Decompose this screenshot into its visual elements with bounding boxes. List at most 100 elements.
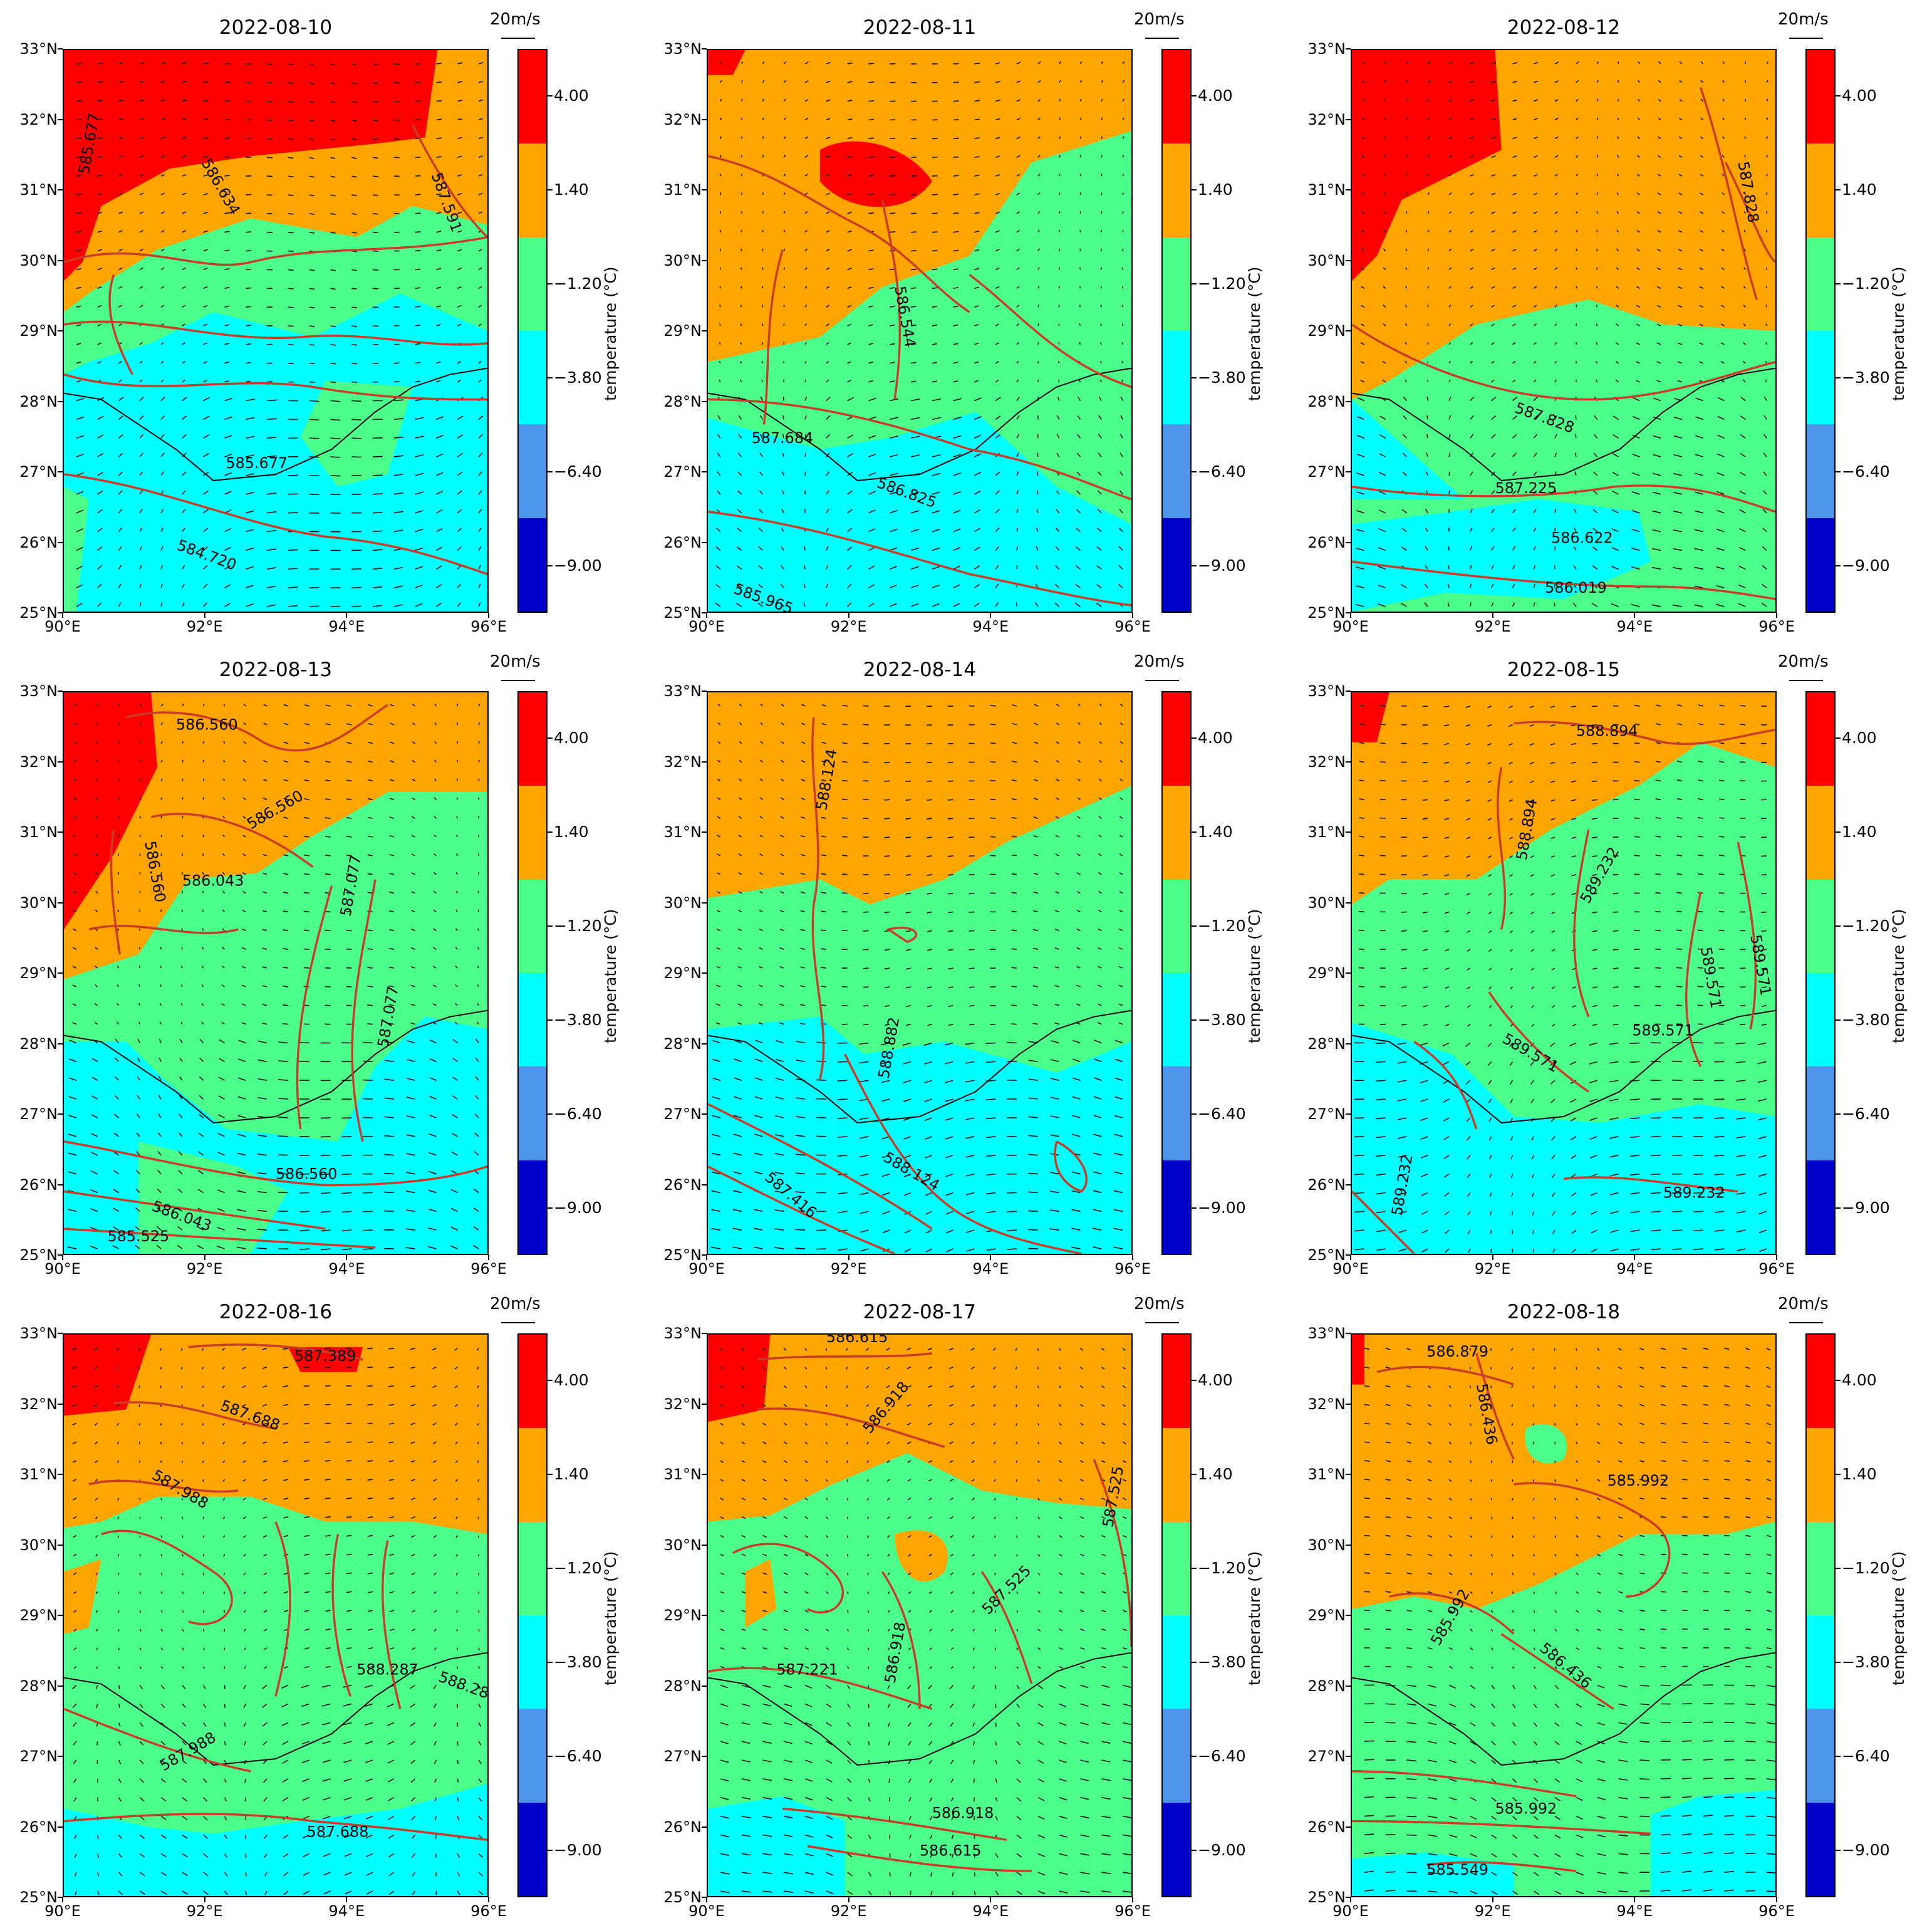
longitude-tick-label: 96°E	[1114, 1260, 1151, 1278]
latitude-tick-label: 32°N	[1307, 110, 1346, 128]
wind-reference-arrow	[1145, 680, 1179, 681]
colorbar-segment	[1807, 1521, 1834, 1616]
geopotential-contour	[1737, 842, 1757, 1029]
colorbar-label: −1.20	[1198, 1559, 1246, 1577]
contour-label: 585.525	[108, 1227, 170, 1245]
latitude-tick-label: 30°N	[19, 1536, 58, 1554]
colorbar-tick	[548, 1207, 553, 1209]
latitude-tick-label: 33°N	[19, 682, 58, 700]
temperature-region	[1352, 1335, 1775, 1610]
latitude-tick	[1346, 1113, 1351, 1115]
geopotential-contour	[108, 274, 133, 375]
geopotential-contour	[807, 1845, 1032, 1872]
latitude-tick	[1346, 1544, 1351, 1546]
latitude-tick-label: 27°N	[19, 1105, 58, 1123]
geopotential-contour	[811, 717, 825, 1080]
longitude-tick-label: 92°E	[1474, 1260, 1511, 1278]
temperature-region	[708, 1335, 771, 1422]
colorbar-segment	[519, 331, 546, 425]
latitude-tick-label: 31°N	[1307, 181, 1346, 199]
geopotential-contour	[64, 236, 487, 266]
colorbar-segment	[519, 50, 546, 145]
latitude-tick-label: 32°N	[19, 1395, 58, 1413]
contour-label: 586.622	[1551, 529, 1613, 546]
colorbar-label: 1.40	[554, 823, 589, 841]
latitude-tick-label: 29°N	[19, 964, 58, 982]
latitude-tick-label: 30°N	[663, 894, 702, 912]
colorbar-segment	[1807, 1802, 1834, 1896]
latitude-tick	[58, 118, 63, 120]
colorbar-label: −6.40	[1198, 1747, 1246, 1765]
geopotential-contour	[64, 1707, 251, 1773]
geopotential-contour	[64, 1140, 487, 1187]
latitude-tick	[58, 259, 63, 261]
colorbar-tick	[1192, 737, 1197, 739]
colorbar-tick	[1836, 95, 1841, 96]
temperature-region	[64, 692, 158, 930]
colorbar-tick	[1836, 189, 1841, 190]
geopotential-contour	[1426, 1861, 1577, 1872]
latitude-tick-label: 28°N	[663, 1677, 702, 1695]
colorbar-tick	[1192, 95, 1197, 96]
geopotential-contour	[64, 1190, 326, 1230]
colorbar-tick	[548, 831, 553, 833]
colorbar-label: 4.00	[554, 1371, 589, 1389]
latitude-tick	[702, 972, 707, 974]
colorbar-unit-label: temperature (°C)	[1245, 266, 1264, 401]
colorbar-segment	[1807, 1428, 1834, 1523]
longitude-tick	[706, 1897, 707, 1902]
border-line	[708, 1009, 1131, 1123]
colorbar-segment	[1163, 237, 1190, 331]
colorbar-segment	[519, 1615, 546, 1710]
colorbar-label: −9.00	[1842, 556, 1890, 575]
contour-label: 585.992	[1607, 1472, 1670, 1489]
colorbar-tick	[1192, 1207, 1197, 1209]
geopotential-contour	[886, 926, 918, 944]
colorbar-label: 4.00	[1842, 86, 1877, 105]
panel-title: 2022-08-12	[1507, 16, 1621, 39]
colorbar-segment	[1163, 424, 1190, 519]
colorbar-segment	[1807, 1709, 1834, 1803]
latitude-tick	[702, 259, 707, 261]
latitude-tick	[702, 541, 707, 543]
latitude-tick	[702, 1254, 707, 1256]
latitude-tick	[58, 48, 63, 50]
wind-vectors	[1354, 704, 1767, 1253]
latitude-tick	[58, 1474, 63, 1475]
latitude-tick-label: 33°N	[663, 1325, 702, 1342]
wind-reference-label: 20m/s	[1134, 1295, 1185, 1313]
latitude-tick	[58, 1756, 63, 1757]
latitude-tick	[702, 400, 707, 402]
colorbar-label: 1.40	[1842, 823, 1877, 841]
wind-vectors	[1355, 61, 1768, 607]
colorbar-label: 4.00	[1842, 729, 1877, 747]
wind-vectors	[720, 1348, 1131, 1895]
colorbar-label: −3.80	[554, 1653, 602, 1671]
colorbar-label: −3.80	[1842, 1011, 1890, 1029]
latitude-tick-label: 26°N	[19, 533, 58, 551]
latitude-tick	[1346, 1685, 1351, 1687]
colorbar-tick	[548, 1019, 553, 1021]
map-panel-2022-08-17: 2022-08-17 20m/s 586.615 586.918 587.525 587.…	[644, 1284, 1288, 1927]
geopotential-contour	[125, 704, 388, 752]
geopotential-contour	[1563, 1176, 1738, 1193]
panel-title: 2022-08-11	[863, 16, 977, 39]
temperature-region	[708, 50, 1131, 362]
latitude-tick	[58, 1403, 63, 1405]
latitude-tick	[58, 400, 63, 402]
colorbar-segment	[519, 786, 546, 880]
colorbar-segment	[519, 237, 546, 331]
latitude-tick-label: 31°N	[19, 181, 58, 199]
latitude-tick-label: 26°N	[19, 1175, 58, 1194]
geopotential-contour	[101, 1529, 233, 1625]
geopotential-contour	[296, 885, 333, 1130]
latitude-tick-label: 32°N	[1307, 1395, 1346, 1413]
colorbar-label: −9.00	[1842, 1841, 1890, 1859]
latitude-tick	[702, 902, 707, 904]
colorbar-tick	[1836, 831, 1841, 833]
colorbar-label: 4.00	[1198, 86, 1233, 105]
geopotential-contour	[1514, 721, 1775, 746]
latitude-tick	[702, 48, 707, 50]
longitude-tick-label: 92°E	[830, 618, 867, 635]
longitude-tick	[1132, 1897, 1134, 1902]
